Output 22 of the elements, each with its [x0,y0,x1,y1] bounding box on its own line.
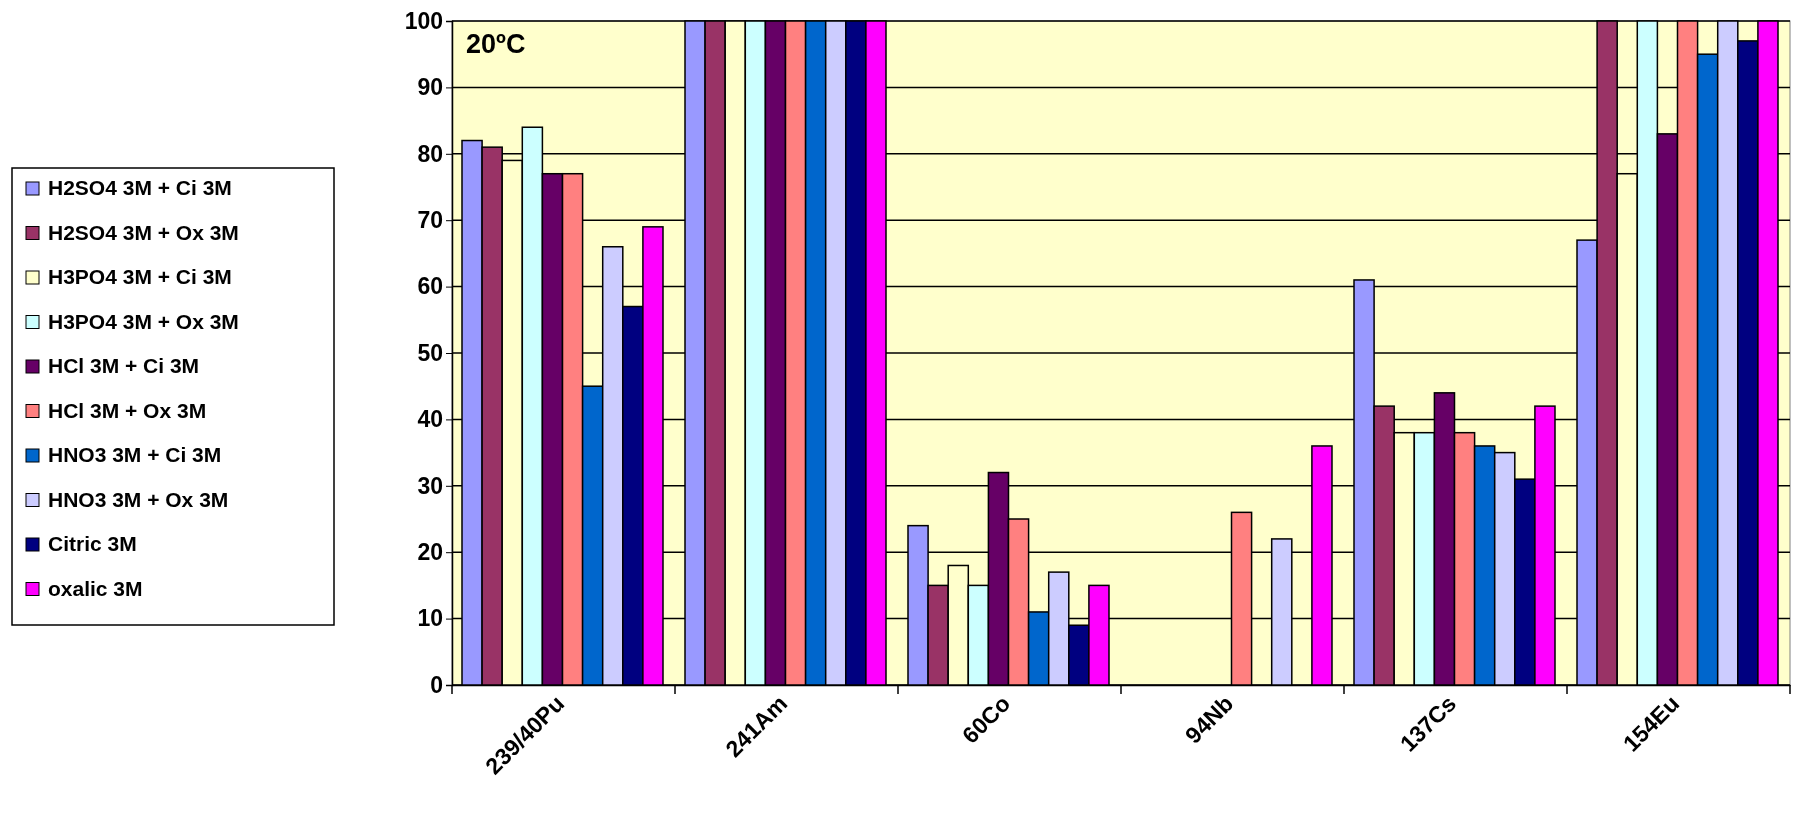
y-tick-label: 50 [417,339,443,366]
y-tick-label: 100 [404,7,443,34]
y-tick-label: 0 [430,671,443,698]
y-tick-label: 30 [417,472,443,499]
y-tick-label: 70 [417,207,443,234]
y-tick-label: 80 [417,140,443,167]
legend-label: HCl 3M + Ox 3M [48,398,207,422]
legend-label: HNO3 3M + Ci 3M [48,443,222,466]
y-tick-label: 10 [417,605,443,632]
legend-label: HCl 3M + Ci 3M [48,354,200,377]
chart-title: 20ºC [466,29,526,59]
legend-label: H2SO4 3M + Ci 3M [48,176,232,199]
y-tick-label: 60 [417,273,443,300]
legend-label: H3PO4 3M + Ci 3M [48,265,232,288]
legend-label: HNO3 3M + Ox 3M [48,487,229,511]
legend-label: oxalic 3M [48,576,143,600]
y-tick-label: 20 [417,539,443,566]
y-tick-label: 90 [417,74,443,101]
legend-label: H2SO4 3M + Ox 3M [48,220,239,244]
legend-label: H3PO4 3M + Ox 3M [48,309,239,333]
legend-label: Citric 3M [48,532,137,555]
y-tick-label: 40 [417,406,443,433]
